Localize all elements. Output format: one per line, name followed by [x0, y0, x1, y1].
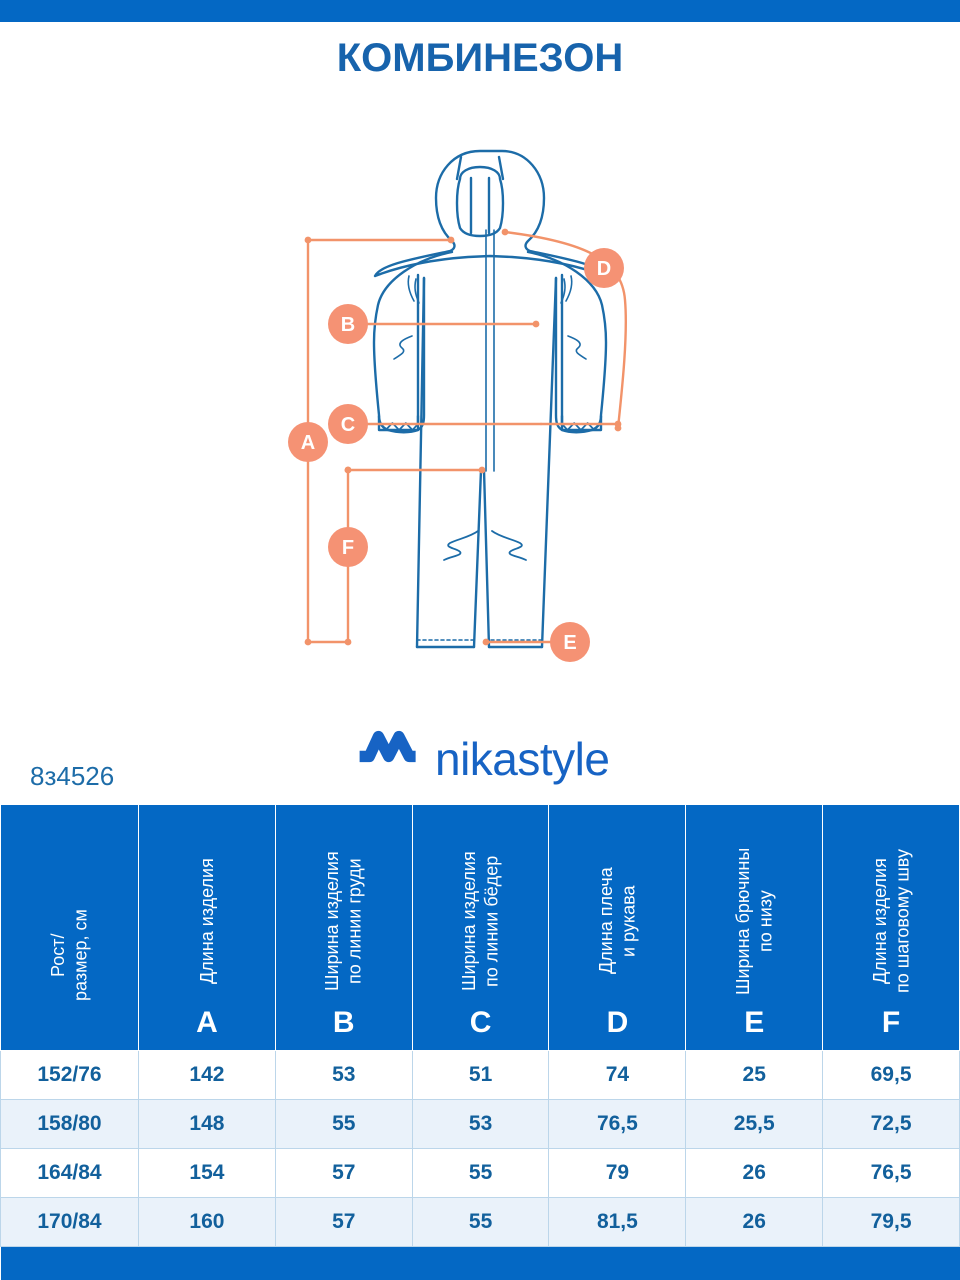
svg-text:F: F — [342, 537, 354, 559]
svg-text:B: B — [341, 314, 355, 336]
svg-text:A: A — [301, 432, 315, 454]
svg-text:C: C — [341, 414, 355, 436]
svg-text:E: E — [563, 632, 576, 654]
svg-text:D: D — [597, 258, 611, 280]
